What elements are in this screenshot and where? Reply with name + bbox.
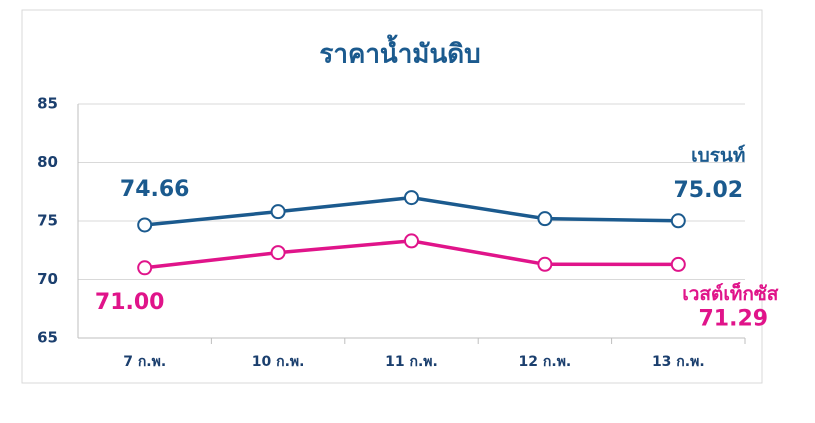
x-tick-label: 7 ก.พ. xyxy=(123,354,166,370)
chart-frame xyxy=(21,9,763,384)
series-name: เวสต์เท็กซัส xyxy=(682,281,779,305)
data-point xyxy=(670,213,686,229)
series-name: เบรนท์ xyxy=(691,144,745,166)
y-tick-label: 70 xyxy=(37,270,58,288)
x-tick-label: 13 ก.พ. xyxy=(652,354,705,370)
value-label: 71.00 xyxy=(95,290,165,315)
value-label: 75.02 xyxy=(674,178,744,203)
data-point xyxy=(670,256,686,272)
data-point xyxy=(270,245,286,261)
y-tick-label: 85 xyxy=(37,95,58,113)
data-point xyxy=(270,204,286,220)
data-point xyxy=(537,256,553,272)
x-tick-label: 12 ก.พ. xyxy=(519,354,572,370)
value-label: 71.29 xyxy=(699,306,769,331)
x-tick-label: 10 ก.พ. xyxy=(252,354,305,370)
data-point xyxy=(137,217,153,233)
x-tick-label: 11 ก.พ. xyxy=(385,354,438,370)
data-point xyxy=(404,190,419,206)
y-tick-label: 75 xyxy=(37,212,58,230)
y-tick-label: 65 xyxy=(37,329,58,347)
data-point xyxy=(404,233,419,249)
data-point xyxy=(137,260,153,276)
chart-title: ราคาน้ำมันดิบ xyxy=(319,34,480,70)
value-label: 74.66 xyxy=(120,177,190,202)
y-tick-label: 80 xyxy=(37,153,58,171)
data-point xyxy=(537,211,553,227)
